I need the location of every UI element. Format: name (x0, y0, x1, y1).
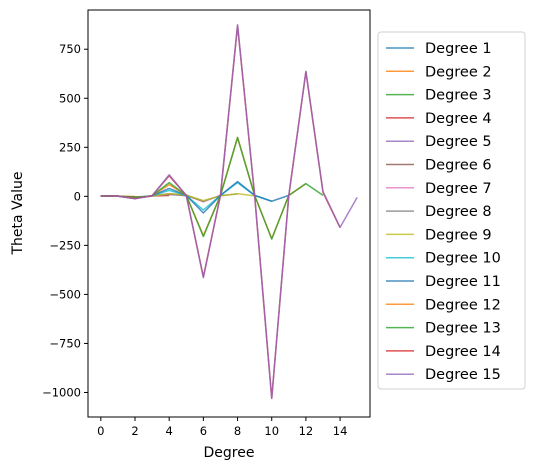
x-tick-label: 8 (234, 424, 241, 438)
legend-entry-label: Degree 5 (425, 134, 492, 150)
legend-entry-label: Degree 9 (425, 227, 492, 243)
y-tick-label: −250 (49, 238, 81, 252)
series-line-degree-15 (101, 25, 357, 399)
y-tick-label: 0 (74, 189, 81, 203)
y-tick-label: 750 (59, 42, 81, 56)
x-axis-ticks: 0 2 4 6 8 10 12 14 (97, 417, 347, 438)
x-tick-label: 2 (131, 424, 138, 438)
legend-entry-label: Degree 1 (425, 41, 492, 57)
x-axis-label: Degree (204, 445, 255, 461)
y-tick-label: −750 (49, 336, 81, 350)
y-tick-label: −500 (49, 287, 81, 301)
legend-entry-label: Degree 10 (425, 251, 501, 267)
legend-entry-label: Degree 4 (425, 111, 492, 127)
x-tick-label: 14 (333, 424, 348, 438)
legend-entry-label: Degree 8 (425, 204, 492, 220)
legend-entry-label: Degree 14 (425, 344, 501, 360)
legend: Degree 1 Degree 2 Degree 3 Degree 4 Degree 5… (378, 32, 525, 389)
series-lines (101, 25, 357, 399)
legend-entry-label: Degree 6 (425, 158, 492, 174)
plot-area-frame (88, 10, 370, 417)
legend-entry-label: Degree 12 (425, 297, 501, 313)
legend-entry-label: Degree 13 (425, 321, 501, 337)
x-tick-label: 6 (200, 424, 207, 438)
x-tick-label: 4 (166, 424, 173, 438)
x-tick-label: 10 (264, 424, 279, 438)
y-axis-label: Theta Value (10, 171, 26, 255)
y-tick-label: −1000 (42, 385, 81, 399)
y-axis-ticks: 750 500 250 0 −250 −500 −750 −1000 (42, 42, 88, 399)
legend-entry-label: Degree 7 (425, 181, 492, 197)
x-tick-label: 12 (299, 424, 314, 438)
y-tick-label: 500 (59, 91, 81, 105)
legend-entry-label: Degree 15 (425, 367, 501, 383)
y-tick-label: 250 (59, 140, 81, 154)
legend-entry-label: Degree 3 (425, 88, 492, 104)
legend-entry-label: Degree 11 (425, 274, 501, 290)
legend-entry-label: Degree 2 (425, 64, 492, 80)
series-line-degree-12 (101, 137, 306, 238)
x-tick-label: 0 (97, 424, 104, 438)
